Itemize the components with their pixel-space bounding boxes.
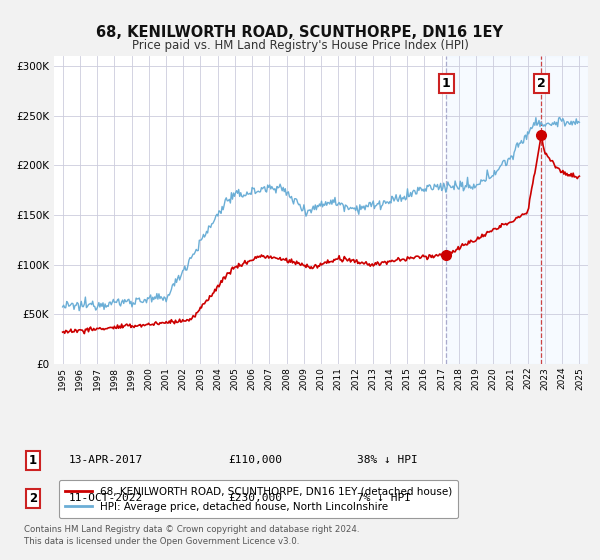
Text: 68, KENILWORTH ROAD, SCUNTHORPE, DN16 1EY: 68, KENILWORTH ROAD, SCUNTHORPE, DN16 1E… bbox=[97, 25, 503, 40]
Legend: 68, KENILWORTH ROAD, SCUNTHORPE, DN16 1EY (detached house), HPI: Average price, : 68, KENILWORTH ROAD, SCUNTHORPE, DN16 1E… bbox=[59, 480, 458, 518]
Text: Price paid vs. HM Land Registry's House Price Index (HPI): Price paid vs. HM Land Registry's House … bbox=[131, 39, 469, 52]
Text: £110,000: £110,000 bbox=[228, 455, 282, 465]
Text: 1: 1 bbox=[442, 77, 451, 90]
Text: 38% ↓ HPI: 38% ↓ HPI bbox=[357, 455, 418, 465]
Text: 2: 2 bbox=[29, 492, 37, 505]
Text: 13-APR-2017: 13-APR-2017 bbox=[69, 455, 143, 465]
Text: 11-OCT-2022: 11-OCT-2022 bbox=[69, 493, 143, 503]
Text: 1: 1 bbox=[29, 454, 37, 467]
Text: 7% ↓ HPI: 7% ↓ HPI bbox=[357, 493, 411, 503]
Bar bbox=[446, 56, 541, 364]
Text: Contains HM Land Registry data © Crown copyright and database right 2024.: Contains HM Land Registry data © Crown c… bbox=[24, 525, 359, 534]
Text: This data is licensed under the Open Government Licence v3.0.: This data is licensed under the Open Gov… bbox=[24, 537, 299, 546]
Bar bbox=[541, 56, 588, 364]
Text: 2: 2 bbox=[537, 77, 545, 90]
Text: £230,000: £230,000 bbox=[228, 493, 282, 503]
